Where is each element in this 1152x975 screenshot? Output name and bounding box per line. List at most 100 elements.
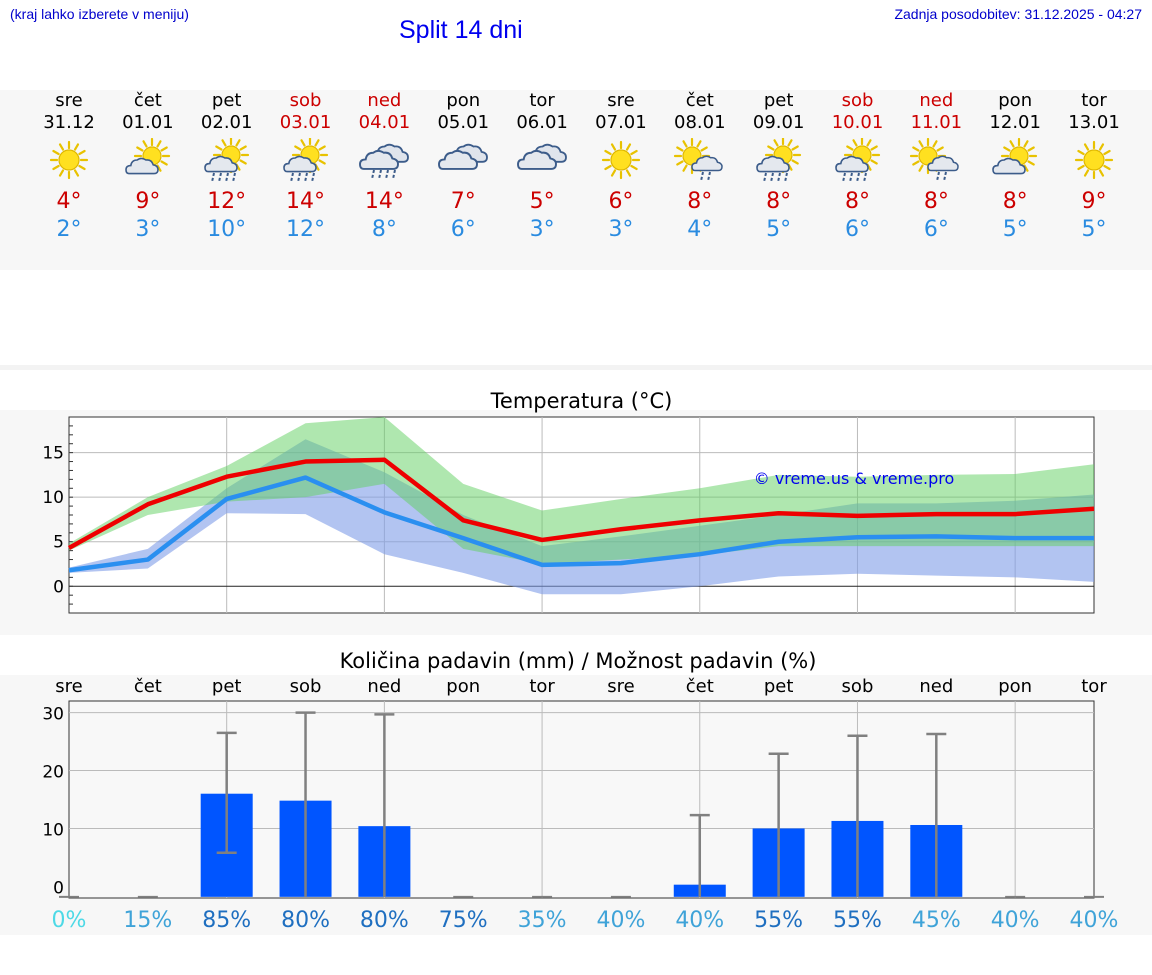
precip-probability: 0% <box>52 908 87 933</box>
rain-shape <box>371 169 397 180</box>
precip-xtick-label: pon <box>998 676 1032 697</box>
day-date: 07.01 <box>595 112 647 133</box>
partly-cloudy-icon <box>992 138 1038 175</box>
cloud-shape <box>834 155 869 173</box>
precip-probability: 35% <box>518 908 567 933</box>
temp-ytick-label: 5 <box>53 533 64 553</box>
temp-max: 14° <box>364 189 404 214</box>
day-column: pon 05.01 7° 6° <box>424 90 502 244</box>
day-column: ned 11.01 8° 6° <box>897 90 975 244</box>
temp-min: 6° <box>450 217 476 242</box>
page-title: Split 14 dni <box>399 16 523 44</box>
precip-xtick-label: tor <box>529 676 555 697</box>
sun-shape <box>601 140 641 180</box>
precip-ytick-label: 20 <box>42 763 64 783</box>
sun-rain-icon <box>834 138 880 183</box>
day-name: pet <box>763 90 794 111</box>
precip-probability: 40% <box>991 908 1040 933</box>
precip-probability: 80% <box>281 908 330 933</box>
temp-min: 5° <box>1002 217 1028 242</box>
sun-icon <box>601 140 641 180</box>
day-name: ned <box>919 90 954 111</box>
day-date: 09.01 <box>752 112 805 133</box>
precip-xtick-label: sob <box>290 676 322 697</box>
precip-ytick-label: 0 <box>53 878 64 898</box>
temp-min: 3° <box>529 217 555 242</box>
temp-max: 8° <box>687 189 713 214</box>
day-name: pon <box>998 90 1033 111</box>
temp-min: 10° <box>207 217 247 242</box>
temp-min: 6° <box>923 217 949 242</box>
precip-chart-title: Količina padavin (mm) / Možnost padavin … <box>340 649 817 673</box>
day-name: sob <box>841 90 874 111</box>
sun-rain-icon <box>755 138 801 183</box>
watermark: © vreme.us & vreme.pro <box>754 469 955 488</box>
day-column: sre 07.01 6° 3° <box>582 90 660 244</box>
temp-min: 4° <box>687 217 713 242</box>
precip-xtick-label: sre <box>55 676 82 697</box>
temp-min: 8° <box>371 217 397 242</box>
temp-min: 5° <box>766 217 792 242</box>
temp-max: 5° <box>529 189 555 214</box>
temp-chart-title: Temperatura (°C) <box>490 389 673 413</box>
temp-max: 9° <box>135 189 161 214</box>
day-date: 01.01 <box>122 112 174 133</box>
day-date: 10.01 <box>831 112 884 133</box>
day-date: 31.12 <box>43 112 95 133</box>
precip-probability: 75% <box>439 908 488 933</box>
precip-probability: 55% <box>754 908 803 933</box>
temp-min: 5° <box>1081 217 1107 242</box>
precip-probability: 45% <box>912 908 961 933</box>
precip-xtick-label: ned <box>367 676 401 697</box>
temp-max: 9° <box>1081 189 1107 214</box>
cloudy-icon <box>517 143 567 170</box>
day-name: ned <box>367 90 402 111</box>
precip-xtick-label: sre <box>607 676 634 697</box>
sun-rain-icon <box>203 138 249 183</box>
day-column: čet 08.01 8° 4° <box>661 90 739 244</box>
day-date: 11.01 <box>910 112 963 133</box>
day-date: 03.01 <box>279 112 332 133</box>
day-column: tor 13.01 9° 5° <box>1055 90 1133 244</box>
temp-max: 8° <box>923 189 949 214</box>
day-date: 06.01 <box>516 112 568 133</box>
cloud-shape <box>438 149 479 170</box>
rain-shape <box>289 172 315 183</box>
sun-rain-icon <box>282 138 328 183</box>
precip-probability: 40% <box>1070 908 1119 933</box>
sun-shape <box>1074 140 1114 180</box>
temp-min: 12° <box>286 217 326 242</box>
day-name: pet <box>211 90 242 111</box>
temp-min: 3° <box>608 217 634 242</box>
day-forecast-row: sre 31.12 4° 2° čet 01.01 9° 3° pet 02.01 12° 10° so… <box>30 90 1134 260</box>
day-column: pet 09.01 8° 5° <box>740 90 818 244</box>
day-name: čet <box>133 90 162 111</box>
temp-max: 4° <box>56 189 82 214</box>
day-name: pon <box>446 90 481 111</box>
day-date: 08.01 <box>674 112 726 133</box>
separator-band <box>0 365 1152 370</box>
temp-ytick-label: 0 <box>53 577 64 597</box>
cloud-shape <box>125 157 159 175</box>
header-hint[interactable]: (kraj lahko izberete v meniju) <box>10 6 189 22</box>
temp-max: 14° <box>286 189 326 214</box>
precip-xtick-label: pet <box>212 676 242 697</box>
temperature-chart: Temperatura (°C) 0 5 10 15 © vreme.us & vreme… <box>42 389 1095 614</box>
cloud-shape <box>691 155 723 172</box>
temp-max-range-band <box>69 417 1094 564</box>
forecast-band <box>0 90 1152 270</box>
cloud-shape <box>359 149 400 170</box>
precip-xtick-label: sob <box>842 676 874 697</box>
day-column: tor 06.01 5° 3° <box>503 90 581 244</box>
day-column: sob 10.01 8° 6° <box>819 90 897 244</box>
day-column: pon 12.01 8° 5° <box>976 90 1054 244</box>
precip-ytick-label: 10 <box>42 820 64 840</box>
day-date: 02.01 <box>200 112 253 133</box>
day-name: sre <box>607 90 635 111</box>
precip-probability: 15% <box>123 908 172 933</box>
precip-ytick-label: 30 <box>42 705 64 725</box>
day-column: pet 02.01 12° 10° <box>188 90 266 244</box>
temp-max-line <box>67 457 1095 550</box>
sun-icon <box>1074 140 1114 180</box>
precip-probability: 40% <box>596 908 645 933</box>
